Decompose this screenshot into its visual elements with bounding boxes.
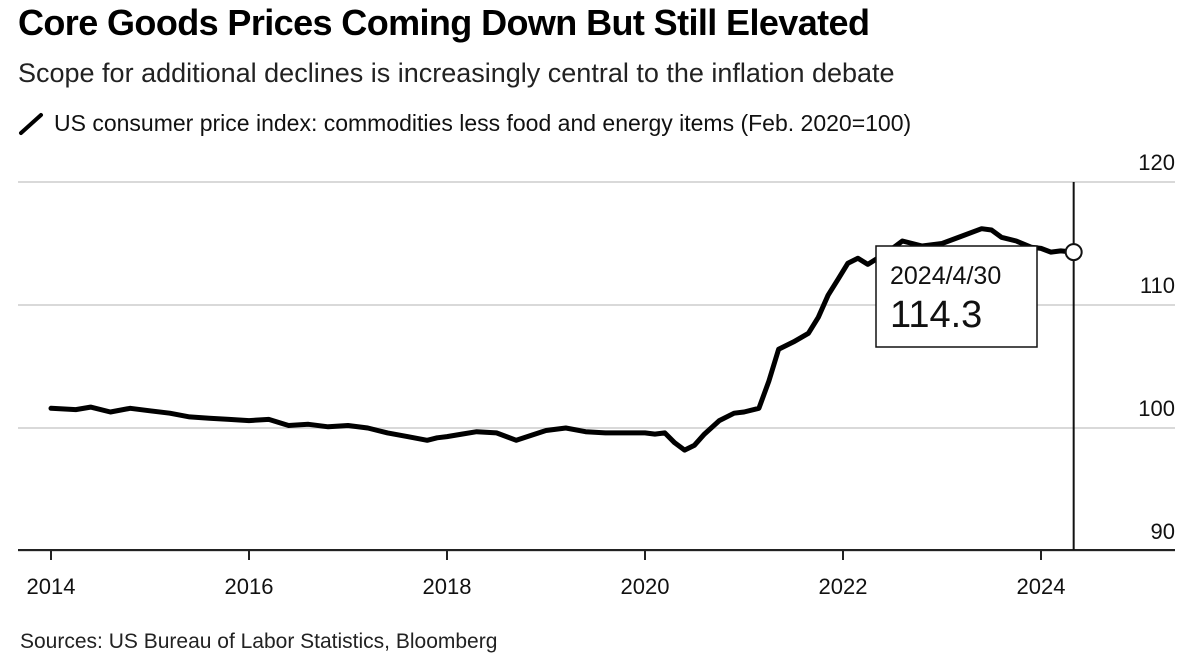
data-point — [865, 261, 871, 267]
data-point — [682, 447, 688, 453]
data-point — [286, 423, 292, 429]
line-icon — [19, 112, 43, 135]
data-point — [147, 408, 153, 414]
data-point — [766, 378, 772, 384]
data-point — [167, 410, 173, 416]
data-point — [246, 418, 252, 424]
y-tick-label-90: 90 — [1151, 519, 1175, 544]
data-point — [672, 440, 678, 446]
x-tick-label-2016: 2016 — [225, 574, 274, 599]
data-point — [404, 434, 410, 440]
data-point — [107, 409, 113, 415]
data-point — [662, 430, 668, 436]
data-point — [998, 234, 1004, 240]
y-tick-label-100: 100 — [1138, 396, 1175, 421]
data-point — [434, 435, 440, 441]
legend: US consumer price index: commodities les… — [18, 110, 911, 137]
data-point — [528, 432, 534, 438]
data-point — [825, 292, 831, 298]
data-point — [187, 414, 193, 420]
data-point — [583, 429, 589, 435]
data-point — [48, 405, 54, 411]
data-point — [513, 437, 519, 443]
data-point — [959, 233, 965, 239]
annotation-date: 2024/4/30 — [890, 262, 1001, 290]
data-point — [791, 339, 797, 345]
data-point — [835, 276, 841, 282]
data-point — [692, 442, 698, 448]
data-point — [602, 430, 608, 436]
data-point — [494, 430, 500, 436]
x-tick-label-2020: 2020 — [621, 574, 670, 599]
chart-subtitle: Scope for additional declines is increas… — [18, 58, 895, 88]
data-point — [845, 260, 851, 266]
data-point — [1013, 238, 1019, 244]
data-point — [206, 415, 212, 421]
chart-title: Core Goods Prices Coming Down But Still … — [18, 2, 870, 43]
data-point — [1058, 248, 1064, 254]
source-note: Sources: US Bureau of Labor Statistics, … — [20, 630, 498, 653]
data-point — [989, 227, 995, 233]
data-point — [345, 423, 351, 429]
data-point — [385, 430, 391, 436]
data-point — [226, 416, 232, 422]
series-line-0 — [48, 226, 1077, 453]
data-point — [731, 410, 737, 416]
x-tick-label-2024: 2024 — [1017, 574, 1066, 599]
data-point — [474, 429, 480, 435]
annotation-value: 114.3 — [890, 294, 982, 336]
data-point — [365, 425, 371, 431]
data-point — [642, 430, 648, 436]
data-point — [622, 430, 628, 436]
data-point — [855, 255, 861, 261]
data-point — [1048, 249, 1054, 255]
data-point — [899, 238, 905, 244]
data-point — [815, 314, 821, 320]
x-tick-label-2018: 2018 — [423, 574, 472, 599]
data-point — [73, 407, 79, 413]
legend-label: US consumer price index: commodities les… — [54, 110, 912, 136]
data-point — [266, 416, 272, 422]
annotation-box — [875, 245, 1038, 348]
data-point — [652, 431, 658, 437]
data-point — [325, 424, 331, 430]
data-point — [88, 404, 94, 410]
data-point — [563, 425, 569, 431]
data-point — [127, 405, 133, 411]
y-tick-label-110: 110 — [1140, 273, 1175, 298]
data-point — [979, 226, 985, 232]
end-point-marker — [1064, 243, 1083, 262]
data-point — [305, 421, 311, 427]
data-point — [424, 437, 430, 443]
y-tick-label-120: 120 — [1138, 150, 1175, 175]
data-point — [716, 418, 722, 424]
data-point — [1038, 245, 1044, 251]
data-point — [805, 330, 811, 336]
x-tick-label-2022: 2022 — [819, 574, 868, 599]
data-point — [776, 346, 782, 352]
data-point — [459, 431, 465, 437]
data-point — [444, 434, 450, 440]
data-point — [756, 405, 762, 411]
data-point — [741, 409, 747, 415]
data-point — [701, 431, 707, 437]
x-tick-label-2014: 2014 — [27, 574, 76, 599]
data-point — [543, 427, 549, 433]
